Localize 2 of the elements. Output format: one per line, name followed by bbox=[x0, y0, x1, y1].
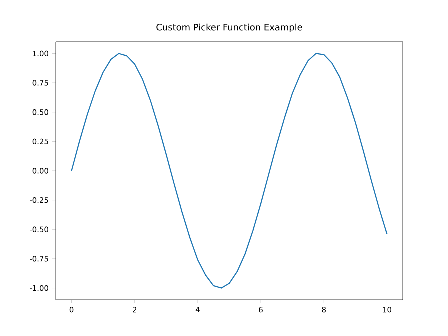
line-series bbox=[71, 53, 388, 289]
chart-title: Custom Picker Function Example bbox=[156, 24, 302, 32]
